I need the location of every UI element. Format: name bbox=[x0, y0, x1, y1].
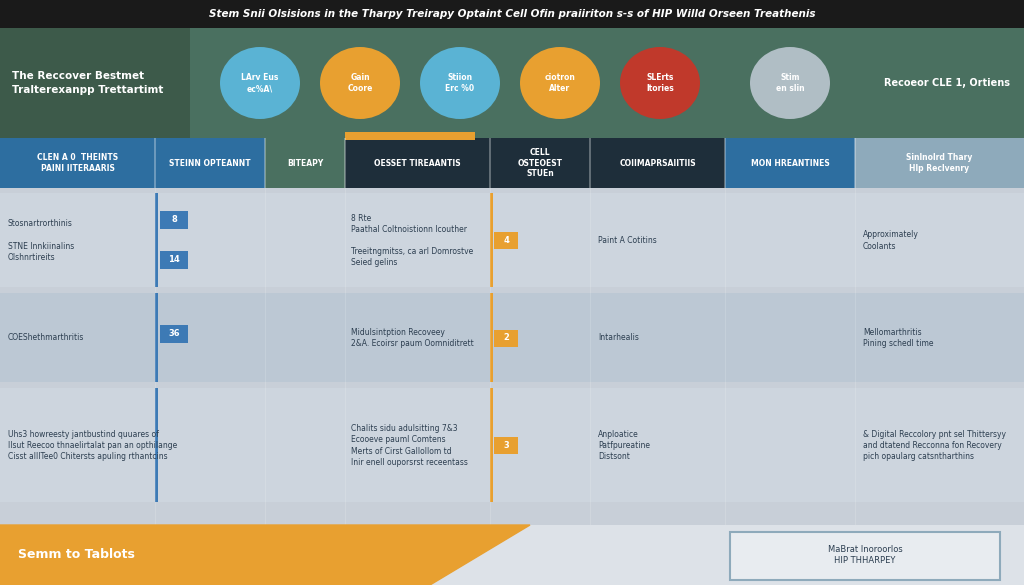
FancyBboxPatch shape bbox=[190, 28, 1024, 138]
Text: CELL
OSTEOEST
STUEn: CELL OSTEOEST STUEn bbox=[517, 148, 562, 178]
FancyBboxPatch shape bbox=[155, 293, 158, 383]
FancyBboxPatch shape bbox=[0, 525, 1024, 585]
FancyBboxPatch shape bbox=[0, 382, 1024, 387]
Text: LArv Eus
ec%A\: LArv Eus ec%A\ bbox=[242, 73, 279, 93]
Text: CLEN A 0  THEINTS
PAINI IITERAARIS: CLEN A 0 THEINTS PAINI IITERAARIS bbox=[37, 153, 118, 173]
Text: Stem Snii Olsisions in the Tharpy Treirapy Optaint Cell Ofin praiiriton s-s of H: Stem Snii Olsisions in the Tharpy Treira… bbox=[209, 9, 815, 19]
Text: SLErts
ltories: SLErts ltories bbox=[646, 73, 674, 93]
FancyBboxPatch shape bbox=[160, 250, 188, 269]
Text: MON HREANTINES: MON HREANTINES bbox=[751, 159, 829, 167]
FancyBboxPatch shape bbox=[160, 211, 188, 229]
FancyBboxPatch shape bbox=[724, 138, 726, 188]
Text: 4: 4 bbox=[503, 236, 509, 245]
FancyBboxPatch shape bbox=[155, 193, 158, 288]
FancyBboxPatch shape bbox=[590, 138, 725, 188]
FancyBboxPatch shape bbox=[344, 138, 346, 188]
FancyBboxPatch shape bbox=[160, 325, 188, 342]
Text: Midulsintption Recoveey
2&A. Ecoirsr paum Oomniditrett: Midulsintption Recoveey 2&A. Ecoirsr pau… bbox=[351, 328, 474, 348]
FancyBboxPatch shape bbox=[0, 28, 190, 138]
FancyBboxPatch shape bbox=[0, 502, 1024, 507]
FancyBboxPatch shape bbox=[855, 138, 1024, 188]
Text: ciotron
Alter: ciotron Alter bbox=[545, 73, 575, 93]
FancyBboxPatch shape bbox=[730, 532, 1000, 580]
FancyBboxPatch shape bbox=[494, 437, 518, 454]
FancyBboxPatch shape bbox=[854, 138, 856, 188]
Text: STEINN OPTEANNT: STEINN OPTEANNT bbox=[169, 159, 251, 167]
FancyBboxPatch shape bbox=[490, 388, 493, 503]
Text: 3: 3 bbox=[503, 441, 509, 450]
Text: Approximately
Coolants: Approximately Coolants bbox=[863, 230, 919, 250]
FancyBboxPatch shape bbox=[264, 138, 266, 188]
FancyBboxPatch shape bbox=[490, 293, 493, 383]
Text: Semm to Tablots: Semm to Tablots bbox=[18, 549, 135, 562]
FancyBboxPatch shape bbox=[0, 293, 1024, 383]
Text: Paint A Cotitins: Paint A Cotitins bbox=[598, 236, 656, 245]
FancyBboxPatch shape bbox=[494, 329, 518, 346]
Text: Uhs3 howreesty jantbustind quuares of
lIsut Reecoo thnaelirtalat pan an opthilan: Uhs3 howreesty jantbustind quuares of lI… bbox=[8, 430, 177, 461]
FancyBboxPatch shape bbox=[0, 388, 1024, 503]
Text: COEShethmarthritis: COEShethmarthritis bbox=[8, 333, 84, 342]
FancyBboxPatch shape bbox=[0, 287, 1024, 292]
Text: Stim
en slin: Stim en slin bbox=[776, 73, 804, 93]
Text: Chalits sidu adulsitting 7&3
Ecooeve pauml Comtens
Merts of Cirst Gallollom td
I: Chalits sidu adulsitting 7&3 Ecooeve pau… bbox=[351, 424, 468, 467]
FancyBboxPatch shape bbox=[589, 138, 591, 188]
Text: Gain
Coore: Gain Coore bbox=[347, 73, 373, 93]
Text: Anploatice
Patfpureatine
Distsont: Anploatice Patfpureatine Distsont bbox=[598, 430, 650, 461]
Text: OESSET TIREAANTIS: OESSET TIREAANTIS bbox=[374, 159, 461, 167]
Text: BITEAPY: BITEAPY bbox=[287, 159, 324, 167]
Ellipse shape bbox=[319, 47, 400, 119]
FancyBboxPatch shape bbox=[345, 132, 475, 140]
Text: Stiion
Erc %0: Stiion Erc %0 bbox=[445, 73, 474, 93]
Ellipse shape bbox=[750, 47, 830, 119]
Polygon shape bbox=[0, 525, 530, 585]
FancyBboxPatch shape bbox=[0, 0, 1024, 28]
Text: & Digital Reccolory pnt sel Thittersyy
and dtatend Recconna fon Recovery
pich op: & Digital Reccolory pnt sel Thittersyy a… bbox=[863, 430, 1006, 461]
FancyBboxPatch shape bbox=[490, 138, 590, 188]
Text: MaBrat Inoroorlos
HIP THHARPEY: MaBrat Inoroorlos HIP THHARPEY bbox=[827, 545, 902, 565]
Text: Recoeor CLE 1, Ortiens: Recoeor CLE 1, Ortiens bbox=[884, 78, 1010, 88]
Text: 8 Rte
Paathal Coltnoistionn lcouther

Treeitngmitss, ca arl Domrostve
Seied geli: 8 Rte Paathal Coltnoistionn lcouther Tre… bbox=[351, 214, 473, 267]
FancyBboxPatch shape bbox=[265, 138, 345, 188]
FancyBboxPatch shape bbox=[154, 138, 156, 188]
Ellipse shape bbox=[220, 47, 300, 119]
Text: Sinlnolrd Thary
Hlp Reclvenry: Sinlnolrd Thary Hlp Reclvenry bbox=[906, 153, 973, 173]
Text: Stosnartrorthinis

STNE Innkiinalins
Olshnrtireits: Stosnartrorthinis STNE Innkiinalins Olsh… bbox=[8, 219, 75, 261]
FancyBboxPatch shape bbox=[345, 138, 490, 188]
FancyBboxPatch shape bbox=[490, 193, 493, 288]
Text: 36: 36 bbox=[168, 329, 180, 338]
FancyBboxPatch shape bbox=[155, 138, 265, 188]
Ellipse shape bbox=[420, 47, 500, 119]
Text: Intarhealis: Intarhealis bbox=[598, 333, 639, 342]
Text: Mellomarthritis
Pining schedl time: Mellomarthritis Pining schedl time bbox=[863, 328, 934, 348]
FancyBboxPatch shape bbox=[725, 138, 855, 188]
Text: The Reccover Bestmet
Tralterexanpp Trettartimt: The Reccover Bestmet Tralterexanpp Trett… bbox=[12, 71, 164, 95]
Text: 14: 14 bbox=[168, 255, 180, 264]
Text: 2: 2 bbox=[503, 333, 509, 342]
FancyBboxPatch shape bbox=[0, 193, 1024, 288]
FancyBboxPatch shape bbox=[155, 388, 158, 503]
FancyBboxPatch shape bbox=[0, 138, 155, 188]
FancyBboxPatch shape bbox=[489, 138, 490, 188]
Ellipse shape bbox=[620, 47, 700, 119]
Text: 8: 8 bbox=[171, 215, 177, 224]
Text: COIIMAPRSAIITIIS: COIIMAPRSAIITIIS bbox=[620, 159, 696, 167]
Ellipse shape bbox=[520, 47, 600, 119]
FancyBboxPatch shape bbox=[494, 232, 518, 249]
